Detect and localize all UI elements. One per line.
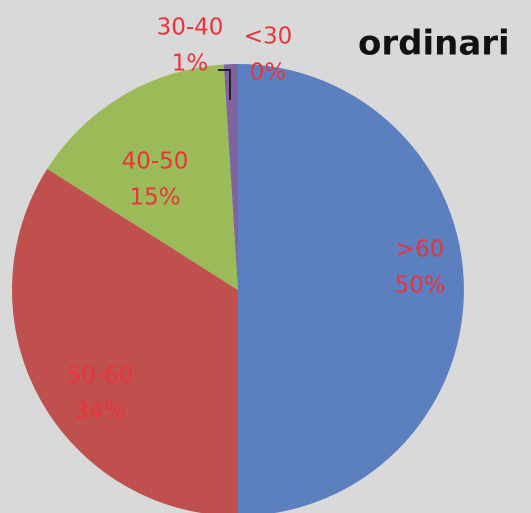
pie-slice: [47, 64, 239, 291]
slice-category: 50-60: [67, 363, 134, 389]
slice-value-label: 15%: [129, 185, 180, 211]
slice-category: 40-50: [122, 149, 189, 175]
slice-value-label: 1%: [172, 51, 209, 77]
pie-slice: [223, 64, 238, 290]
slice-category: >60: [396, 237, 445, 263]
pie-slice: [238, 64, 464, 513]
slice-value-label: 50%: [394, 273, 445, 299]
slice-value-label: 0%: [250, 60, 287, 86]
slice-value-label: 34%: [74, 399, 125, 425]
pie-slice: [12, 168, 238, 513]
slice-category: 30-40: [157, 15, 224, 41]
chart-title: ordinari: [358, 24, 510, 64]
slice-category: <30: [244, 24, 293, 50]
leader-line: [218, 69, 231, 100]
